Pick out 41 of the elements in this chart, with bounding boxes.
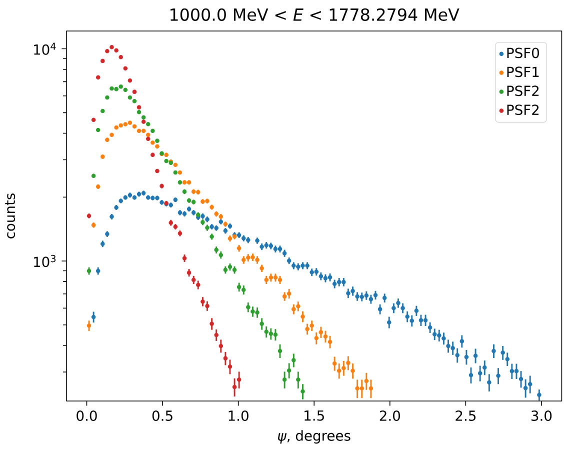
legend-label: PSF1	[507, 66, 539, 78]
point	[228, 364, 232, 369]
point	[110, 86, 114, 91]
y-tick-label: 10$^{3}$	[34, 254, 56, 268]
point	[128, 78, 132, 83]
y-axis-title: counts	[5, 193, 16, 238]
point	[236, 378, 242, 382]
point	[214, 332, 218, 338]
x-tick-label: 1.5	[304, 410, 324, 421]
point	[241, 288, 246, 292]
legend-label: PSF2	[507, 104, 539, 116]
x-tick-label: 2.0	[380, 410, 400, 421]
chart-title: 1000.0 MeV < E < 1778.2794 MeV	[170, 8, 460, 21]
point	[232, 384, 237, 390]
point	[292, 358, 296, 362]
x-axis-title: ψ, degrees	[278, 430, 350, 444]
point	[264, 330, 269, 334]
point	[296, 378, 300, 382]
point	[246, 305, 250, 310]
point	[218, 344, 224, 348]
x-tick-label: 1.0	[228, 410, 248, 421]
y-tick-label: 10$^{4}$	[34, 42, 56, 55]
legend-label: PSF0	[507, 48, 540, 58]
point	[223, 356, 228, 360]
x-tick-label: 0.5	[152, 410, 172, 421]
point	[278, 348, 282, 354]
point	[268, 332, 274, 336]
point	[255, 310, 260, 315]
point	[282, 378, 287, 382]
point	[205, 304, 210, 308]
point	[250, 309, 255, 314]
point	[210, 322, 214, 326]
point	[273, 332, 278, 337]
point	[260, 322, 264, 326]
x-tick-label: 2.5	[456, 410, 476, 421]
point	[164, 158, 168, 164]
x-tick-label: 3.0	[532, 410, 552, 421]
x-tick-label: 0.0	[76, 410, 97, 421]
legend-label: PSF2	[507, 86, 539, 96]
point	[300, 389, 305, 394]
point	[286, 368, 292, 373]
